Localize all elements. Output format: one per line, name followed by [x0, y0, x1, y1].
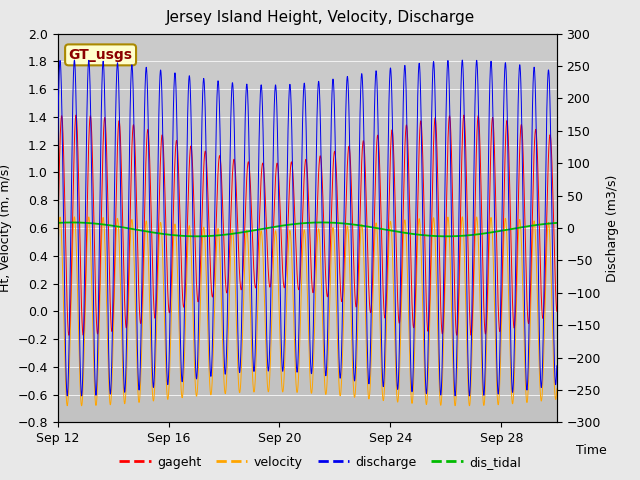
Text: Jersey Island Height, Velocity, Discharge: Jersey Island Height, Velocity, Discharg…: [165, 10, 475, 24]
Y-axis label: Discharge (m3/s): Discharge (m3/s): [607, 174, 620, 282]
Text: GT_usgs: GT_usgs: [68, 48, 132, 62]
Bar: [58, 367, 557, 422]
Y-axis label: Ht, Velocity (m, m/s): Ht, Velocity (m, m/s): [0, 164, 12, 292]
Bar: [58, 34, 557, 367]
X-axis label: Time: Time: [577, 444, 607, 457]
Legend: gageht, velocity, discharge, dis_tidal: gageht, velocity, discharge, dis_tidal: [115, 451, 525, 474]
